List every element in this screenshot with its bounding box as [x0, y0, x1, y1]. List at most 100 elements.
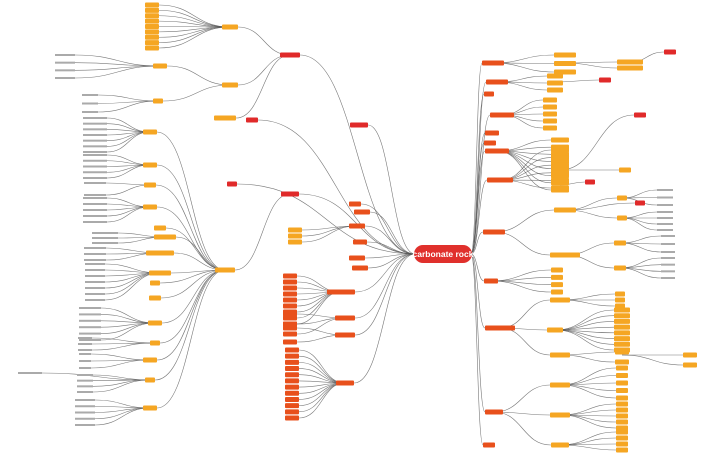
edge	[621, 189, 658, 199]
text-node	[75, 399, 95, 401]
node	[288, 227, 302, 233]
node	[616, 395, 628, 401]
node	[146, 250, 174, 256]
edge	[298, 349, 346, 384]
text-node	[657, 217, 673, 219]
node	[354, 209, 370, 215]
edge	[559, 367, 617, 386]
node	[335, 332, 355, 338]
edge	[621, 217, 658, 225]
node	[543, 125, 557, 131]
edge	[499, 327, 551, 356]
edge	[92, 379, 151, 387]
node	[283, 331, 297, 337]
node	[283, 285, 297, 291]
edge	[354, 253, 416, 319]
edge	[237, 26, 291, 56]
node	[616, 419, 628, 425]
text-node	[85, 275, 105, 277]
node	[550, 252, 580, 258]
edge	[296, 291, 342, 313]
edge	[100, 322, 156, 341]
node	[664, 49, 676, 55]
text-node	[83, 122, 107, 125]
text-node	[83, 197, 107, 199]
edge	[91, 342, 156, 351]
node	[547, 73, 563, 79]
central-node: carbonate rock	[413, 245, 474, 263]
node	[143, 162, 157, 168]
text-node	[79, 353, 91, 355]
node	[483, 229, 505, 235]
node	[615, 359, 629, 365]
text-node	[78, 337, 92, 339]
text-node	[85, 293, 105, 295]
text-node	[18, 372, 42, 374]
edge	[367, 253, 416, 269]
text-node	[83, 171, 107, 174]
node	[599, 77, 611, 83]
node	[285, 396, 299, 402]
node	[283, 273, 297, 279]
edge	[496, 150, 552, 191]
edge	[493, 384, 551, 413]
node	[285, 384, 299, 390]
node	[335, 315, 355, 321]
node	[288, 239, 302, 245]
edge	[90, 359, 151, 369]
text-node	[83, 165, 107, 168]
text-node	[661, 270, 675, 273]
text-node	[83, 215, 107, 217]
edge	[166, 65, 231, 86]
node	[285, 353, 299, 359]
node	[617, 215, 627, 221]
text-node	[83, 209, 107, 211]
node	[547, 80, 563, 86]
node	[617, 195, 627, 201]
node	[283, 279, 297, 285]
edge	[354, 253, 416, 336]
text-node	[85, 299, 105, 301]
text-node	[79, 360, 91, 362]
text-node	[79, 339, 101, 341]
edge	[366, 241, 416, 255]
text-node	[83, 145, 107, 148]
node	[145, 13, 159, 19]
node	[551, 155, 569, 161]
edge	[554, 326, 615, 331]
node	[222, 24, 238, 30]
text-node	[84, 182, 106, 184]
node	[615, 297, 625, 303]
text-node	[84, 247, 106, 249]
text-node	[75, 424, 95, 426]
text-node	[657, 196, 673, 199]
edge	[155, 184, 226, 271]
node	[554, 69, 576, 75]
text-node	[83, 221, 107, 223]
node	[551, 274, 563, 280]
edge	[235, 54, 291, 119]
text-node	[85, 269, 105, 271]
text-node	[79, 307, 101, 309]
node	[550, 297, 570, 303]
edge	[156, 269, 226, 361]
node	[485, 130, 499, 136]
node	[616, 407, 628, 413]
edge	[554, 329, 615, 345]
node	[543, 104, 557, 110]
node	[551, 170, 569, 176]
node	[484, 91, 494, 97]
node	[616, 441, 628, 447]
node	[683, 362, 697, 368]
text-node	[657, 211, 673, 213]
node	[616, 425, 628, 431]
edge	[91, 337, 156, 344]
edge	[156, 131, 226, 271]
node	[285, 378, 299, 384]
text-node	[92, 232, 118, 234]
edge	[100, 322, 156, 334]
text-node	[85, 287, 105, 289]
node	[551, 162, 569, 168]
edge	[554, 315, 615, 331]
